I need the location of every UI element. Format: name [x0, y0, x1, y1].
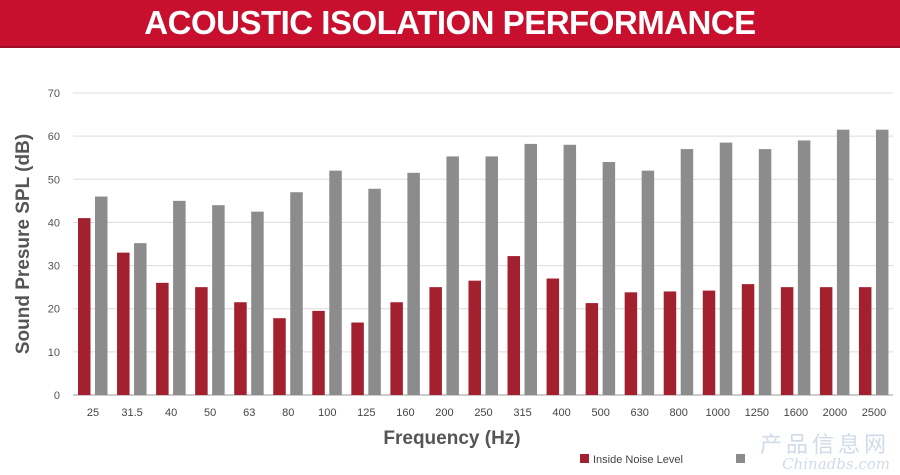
bar-inside-noise	[507, 256, 521, 395]
bar-outside-noise	[485, 156, 498, 395]
x-tick-label: 50	[204, 407, 216, 419]
bar-outside-noise	[875, 129, 889, 395]
bar-inside-noise	[858, 287, 872, 395]
bar-outside-noise	[524, 143, 538, 395]
bar-outside-noise	[758, 149, 772, 395]
legend-swatch	[580, 454, 589, 463]
x-tick-label: 80	[282, 407, 294, 419]
x-tick-label: 250	[474, 407, 492, 419]
bar-inside-noise	[780, 287, 794, 395]
watermark: 产品信息网 Chinadbs.com	[760, 434, 890, 473]
x-tick-label: 315	[513, 407, 531, 419]
bar-outside-noise	[251, 211, 264, 395]
bar-inside-noise	[156, 282, 169, 395]
y-tick-label: 40	[48, 217, 60, 229]
bar-outside-noise	[95, 196, 108, 395]
bar-outside-noise	[446, 156, 459, 395]
bar-outside-noise	[563, 144, 577, 395]
bar-inside-noise	[585, 303, 599, 395]
bar-inside-noise	[663, 291, 677, 395]
bar-outside-noise	[173, 200, 186, 395]
bar-outside-noise	[680, 149, 694, 395]
x-tick-label: 160	[396, 407, 414, 419]
y-axis-title: Sound Presure SPL (dB)	[13, 134, 34, 354]
y-tick-label: 10	[48, 347, 60, 359]
bar-inside-noise	[312, 310, 325, 395]
bar-inside-noise	[390, 302, 403, 395]
bar-outside-noise	[212, 205, 225, 395]
bar-outside-noise	[797, 140, 811, 395]
title-banner: ACOUSTIC ISOLATION PERFORMANCE	[0, 0, 900, 48]
x-tick-label: 2500	[862, 407, 886, 419]
x-tick-label: 125	[357, 407, 375, 419]
x-tick-label: 1250	[745, 407, 769, 419]
bar-outside-noise	[641, 170, 655, 395]
bar-inside-noise	[78, 218, 91, 395]
x-tick-label: 25	[87, 407, 99, 419]
y-tick-label: 60	[48, 131, 60, 143]
watermark-en: Chinadbs.com	[782, 455, 890, 474]
x-tick-label: 100	[318, 407, 336, 419]
bar-outside-noise	[602, 162, 616, 395]
x-tick-label: 1000	[706, 407, 730, 419]
bar-inside-noise	[819, 287, 833, 395]
x-tick-label: 400	[552, 407, 570, 419]
bar-inside-noise	[117, 252, 130, 395]
bar-inside-noise	[234, 302, 247, 395]
y-tick-label: 0	[54, 390, 60, 402]
bar-outside-noise	[290, 192, 303, 395]
watermark-cn: 产品信息网	[759, 433, 890, 459]
x-tick-label: 630	[631, 407, 649, 419]
bar-inside-noise	[351, 322, 364, 395]
x-tick-label: 40	[165, 407, 177, 419]
bar-inside-noise	[546, 278, 560, 395]
y-tick-label: 50	[48, 174, 60, 186]
x-tick-label: 800	[670, 407, 688, 419]
bar-outside-noise	[407, 172, 420, 395]
bar-chart: 0 10 20 30 40 50 60 70 25 31.5 40 50 63 80 100 125 160 20…	[13, 88, 893, 466]
legend-swatch	[736, 454, 745, 463]
legend-label: Inside Noise Level	[593, 454, 683, 466]
bar-inside-noise	[273, 318, 286, 395]
x-tick-label: 200	[435, 407, 453, 419]
bar-inside-noise	[195, 287, 208, 395]
bar-inside-noise	[702, 290, 716, 395]
x-tick-label: 1600	[784, 407, 808, 419]
bar-outside-noise	[134, 243, 147, 395]
x-tick-label: 2000	[823, 407, 847, 419]
y-tick-label: 20	[48, 304, 60, 316]
x-tick-label: 500	[591, 407, 609, 419]
bar-inside-noise	[624, 292, 638, 395]
chart-title: ACOUSTIC ISOLATION PERFORMANCE	[144, 4, 756, 41]
chart-area: 0 10 20 30 40 50 60 70 25 31.5 40 50 63 80 100 125 160 20…	[0, 48, 900, 475]
bar-outside-noise	[329, 170, 342, 395]
bar-inside-noise	[741, 284, 755, 395]
x-axis-title: Frequency (Hz)	[383, 428, 520, 449]
bar-outside-noise	[836, 129, 850, 395]
x-tick-label: 63	[243, 407, 255, 419]
bar-inside-noise	[468, 280, 481, 395]
bar-outside-noise	[368, 188, 381, 395]
y-tick-label: 70	[48, 88, 60, 100]
bar-outside-noise	[719, 142, 733, 395]
y-tick-label: 30	[48, 261, 60, 273]
bar-inside-noise	[429, 287, 442, 395]
x-tick-label: 31.5	[121, 407, 142, 419]
